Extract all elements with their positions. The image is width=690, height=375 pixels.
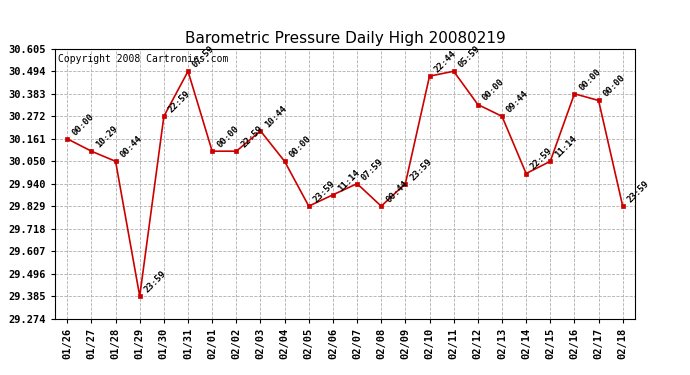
- Text: 22:59: 22:59: [167, 89, 192, 115]
- Title: Barometric Pressure Daily High 20080219: Barometric Pressure Daily High 20080219: [185, 31, 505, 46]
- Text: 11:14: 11:14: [336, 168, 361, 193]
- Text: 23:59: 23:59: [312, 179, 337, 204]
- Text: 23:59: 23:59: [626, 179, 651, 204]
- Text: 00:00: 00:00: [215, 124, 240, 150]
- Text: 00:00: 00:00: [578, 67, 602, 92]
- Text: 23:59: 23:59: [408, 157, 433, 182]
- Text: 05:59: 05:59: [457, 44, 482, 70]
- Text: 00:00: 00:00: [602, 74, 627, 99]
- Text: 07:59: 07:59: [191, 44, 216, 70]
- Text: 22:44: 22:44: [433, 49, 457, 75]
- Text: 00:00: 00:00: [288, 134, 313, 160]
- Text: 09:44: 09:44: [505, 89, 530, 115]
- Text: 22:59: 22:59: [239, 124, 264, 150]
- Text: 11:14: 11:14: [553, 134, 578, 160]
- Text: 23:59: 23:59: [143, 269, 168, 295]
- Text: Copyright 2008 Cartronics.com: Copyright 2008 Cartronics.com: [58, 54, 228, 64]
- Text: 22:59: 22:59: [529, 147, 554, 172]
- Text: 00:00: 00:00: [70, 112, 95, 137]
- Text: 00:44: 00:44: [384, 179, 409, 204]
- Text: 10:29: 10:29: [95, 124, 119, 150]
- Text: 07:59: 07:59: [360, 157, 385, 182]
- Text: 00:00: 00:00: [481, 78, 506, 103]
- Text: 10:44: 10:44: [264, 104, 288, 129]
- Text: 00:44: 00:44: [119, 134, 144, 160]
